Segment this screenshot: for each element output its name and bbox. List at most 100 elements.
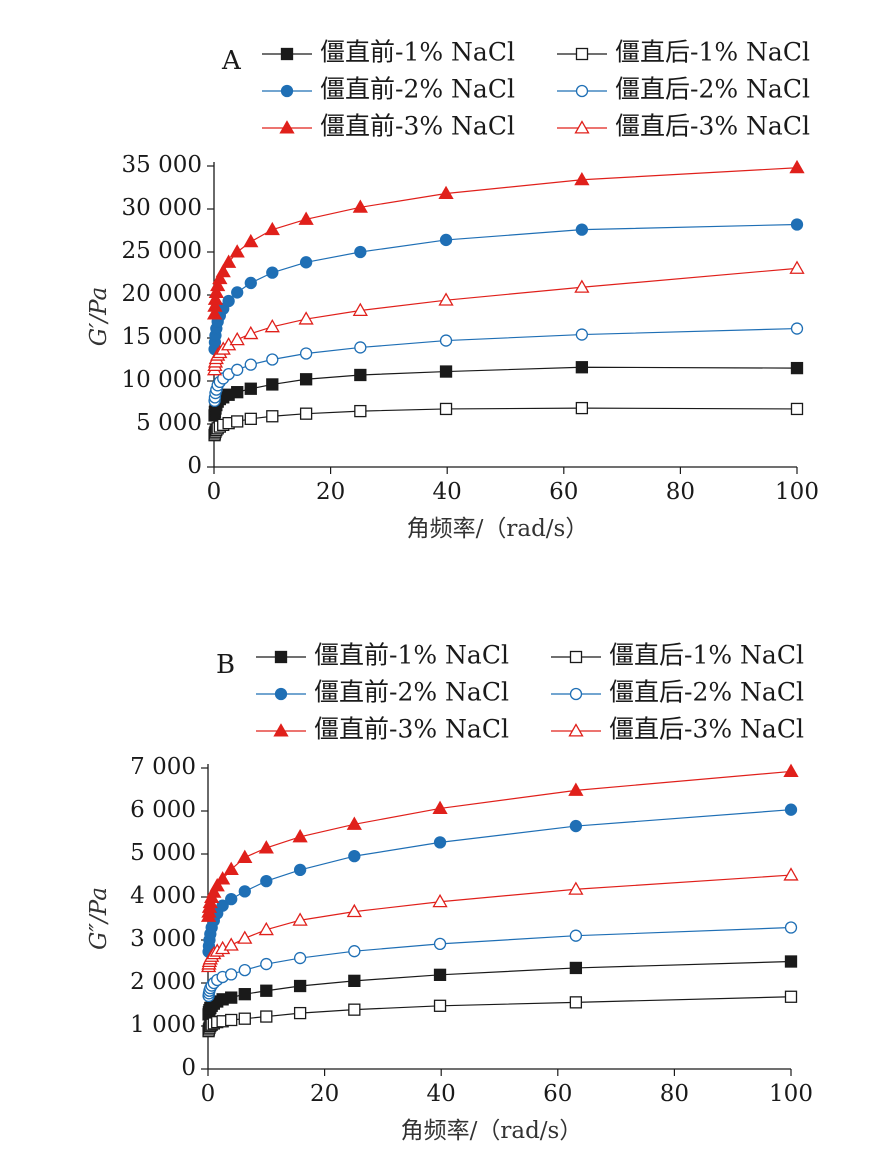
data-point xyxy=(209,878,225,892)
x-tick-label: 60 xyxy=(549,479,578,505)
series-6 xyxy=(200,867,799,973)
legend-item: 僵直后-1% NaCl xyxy=(557,38,810,67)
data-point xyxy=(266,266,279,279)
data-point xyxy=(225,991,238,1004)
y-tick-label: 35 000 xyxy=(122,152,202,178)
y-tick-label: 7 000 xyxy=(130,754,196,780)
legend-label: 僵直后-1% NaCl xyxy=(609,641,804,670)
x-tick-label: 40 xyxy=(433,479,462,505)
data-point xyxy=(266,378,279,391)
data-point xyxy=(354,245,367,259)
y-tick-label: 1 000 xyxy=(130,1012,196,1038)
data-point xyxy=(231,363,244,376)
x-tick-label: 20 xyxy=(310,1081,339,1107)
panel-a: A 僵直前-1% NaCl 僵直后-1% NaCl 僵直前-2% NaCl 僵直后-2%… xyxy=(86,38,819,543)
data-point xyxy=(783,763,799,777)
data-point xyxy=(264,319,280,333)
x-tick-label: 0 xyxy=(207,479,222,505)
data-point xyxy=(292,828,308,843)
data-point xyxy=(348,850,361,863)
series-5 xyxy=(200,763,799,922)
data-point xyxy=(348,974,361,987)
data-point xyxy=(569,996,583,1009)
data-point xyxy=(222,294,235,308)
data-point xyxy=(790,402,804,416)
data-point xyxy=(432,893,448,908)
data-point xyxy=(231,286,244,299)
data-point xyxy=(433,836,447,849)
data-point xyxy=(299,256,313,269)
data-point xyxy=(238,1012,251,1025)
legend-label: 僵直前-1% NaCl xyxy=(314,641,509,670)
data-point xyxy=(237,849,253,863)
x-axis-title: 角频率/（rad/s） xyxy=(407,516,589,542)
data-point xyxy=(243,325,259,340)
data-point xyxy=(266,410,279,423)
data-point xyxy=(352,302,368,317)
y-tick-label: 0 xyxy=(181,1055,196,1081)
legend-item: 僵直前-1% NaCl xyxy=(256,641,509,670)
series-3 xyxy=(208,218,804,356)
data-point xyxy=(206,306,223,320)
y-tick-label: 5 000 xyxy=(136,410,202,436)
x-tick-label: 40 xyxy=(427,1081,456,1107)
data-point xyxy=(258,840,274,854)
data-point xyxy=(784,803,798,816)
data-point xyxy=(207,298,223,312)
x-tick-label: 0 xyxy=(201,1081,216,1107)
data-point xyxy=(225,968,238,981)
y-tick-label: 25 000 xyxy=(122,238,202,264)
y-tick-label: 0 xyxy=(187,453,202,479)
data-point xyxy=(292,912,308,926)
data-point xyxy=(348,945,361,958)
legend-marker xyxy=(274,687,288,701)
data-point xyxy=(266,353,279,366)
panel-b-label: B xyxy=(216,650,235,680)
legend-label: 僵直后-2% NaCl xyxy=(609,678,804,707)
legend-marker xyxy=(575,47,589,61)
legend-item: 僵直前-3% NaCl xyxy=(256,715,509,744)
data-point xyxy=(212,270,228,285)
legend-marker xyxy=(280,84,294,98)
data-point xyxy=(298,311,314,325)
data-point xyxy=(260,957,273,971)
data-point xyxy=(569,819,583,833)
data-point xyxy=(432,800,448,814)
data-point xyxy=(354,368,367,382)
data-point xyxy=(789,260,805,274)
series-line xyxy=(207,770,792,917)
data-point xyxy=(238,988,251,1001)
legend-item: 僵直后-2% NaCl xyxy=(551,678,804,707)
legend-marker xyxy=(274,650,288,664)
data-point xyxy=(231,415,244,428)
data-point xyxy=(260,1010,273,1023)
x-tick-label: 80 xyxy=(660,1081,689,1107)
series-1 xyxy=(208,361,804,422)
data-point xyxy=(260,984,273,997)
x-tick-label: 100 xyxy=(769,1081,813,1107)
data-point xyxy=(299,407,313,420)
data-point xyxy=(216,899,229,912)
data-point xyxy=(208,284,224,298)
data-point xyxy=(237,930,253,944)
data-point xyxy=(298,211,314,225)
legend-item: 僵直前-1% NaCl xyxy=(262,38,515,67)
data-point xyxy=(575,401,589,415)
data-point xyxy=(243,233,259,248)
data-point xyxy=(569,929,583,942)
data-point xyxy=(352,199,368,213)
data-point xyxy=(215,871,231,885)
data-point xyxy=(575,361,589,374)
data-point xyxy=(438,185,454,200)
data-point xyxy=(354,404,367,418)
legend-label: 僵直前-1% NaCl xyxy=(320,38,515,67)
data-point xyxy=(784,955,798,968)
data-point xyxy=(223,937,239,951)
data-point xyxy=(790,361,804,375)
data-point xyxy=(299,373,313,386)
legend-label: 僵直后-2% NaCl xyxy=(615,75,810,104)
panel-a-label: A xyxy=(221,46,242,76)
data-point xyxy=(575,328,589,341)
x-axis-title: 角频率/（rad/s） xyxy=(401,1118,583,1144)
